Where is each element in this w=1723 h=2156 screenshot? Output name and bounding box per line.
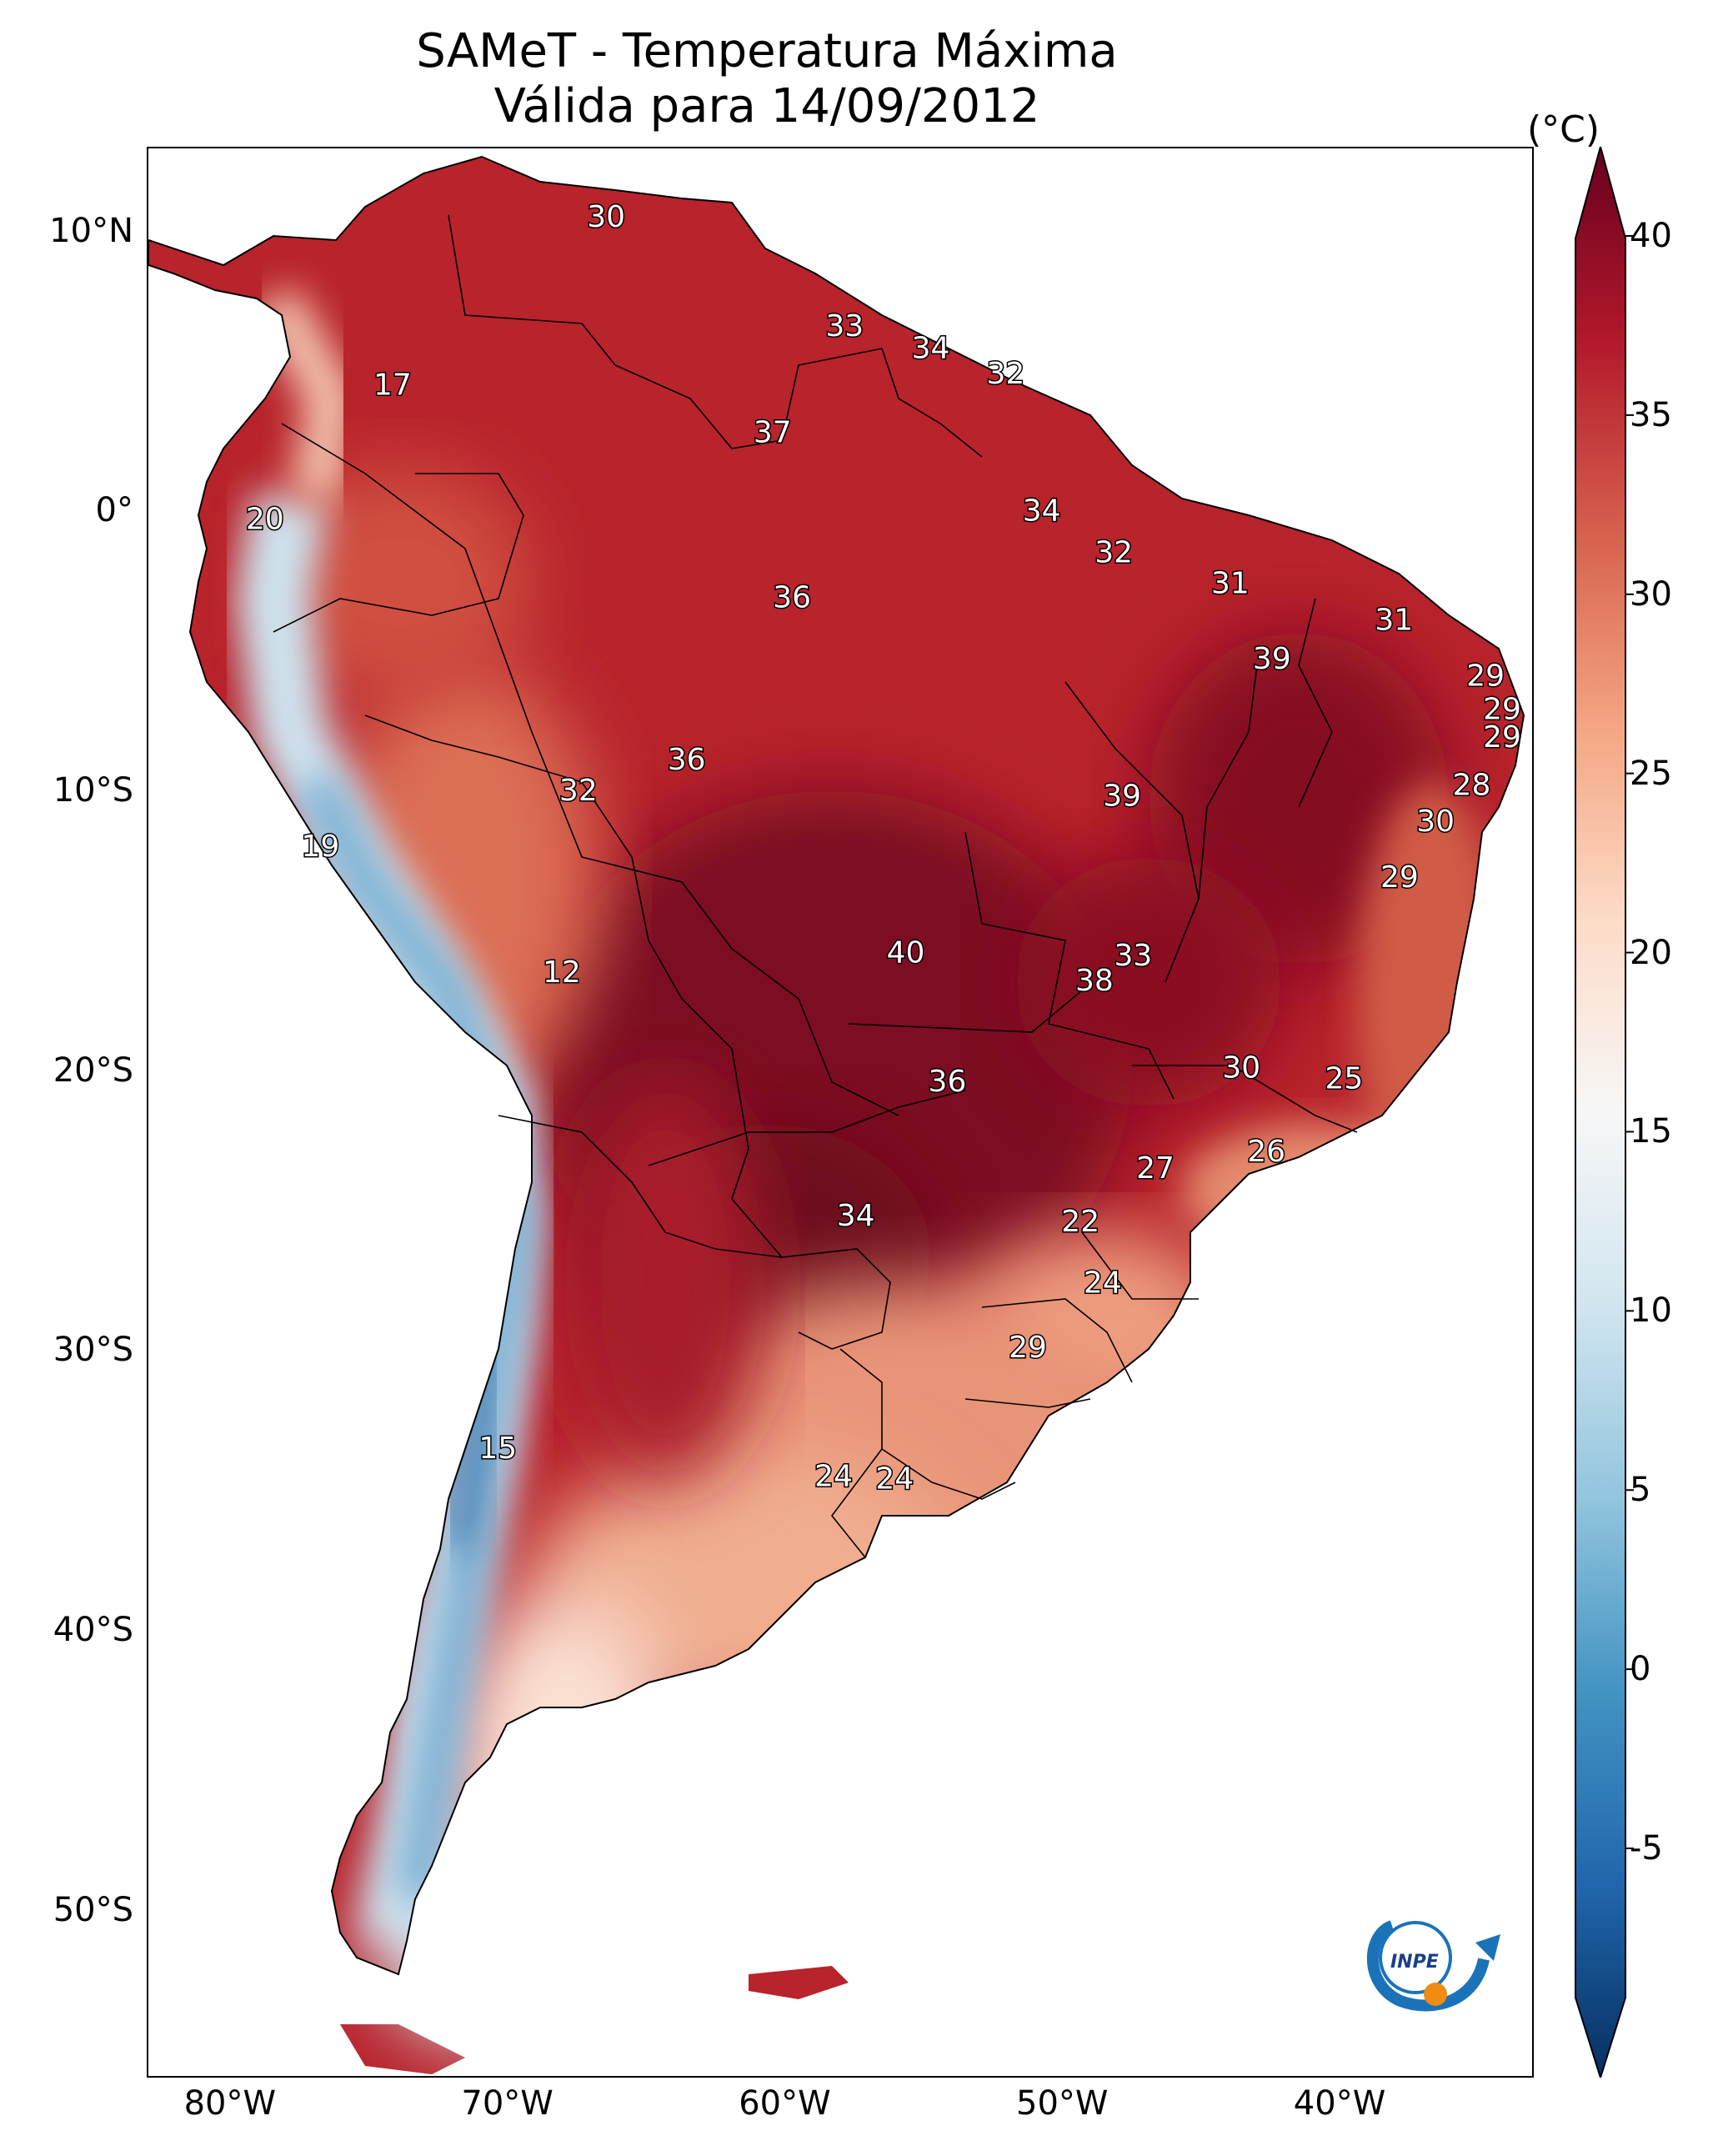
temperature-label: 19 <box>301 830 339 864</box>
temperature-label: 40 <box>887 936 925 970</box>
lat-tick-label: 10°N <box>49 211 133 250</box>
temperature-label: 36 <box>773 580 811 614</box>
colorbar-tick-label: 25 <box>1630 754 1672 793</box>
temperature-label: 34 <box>912 332 950 366</box>
temperature-label: 29 <box>1483 693 1521 727</box>
map-title: SAMeT - Temperatura Máxima <box>416 24 1118 78</box>
temperature-label: 31 <box>1211 567 1250 601</box>
temperature-label: 26 <box>1247 1135 1285 1169</box>
lat-tick-label: 20°S <box>53 1050 133 1090</box>
temperature-label: 25 <box>1325 1062 1363 1096</box>
colorbar-gradient <box>1575 147 1626 2078</box>
temperature-label: 32 <box>559 774 598 808</box>
temperature-label: 36 <box>929 1065 967 1099</box>
lat-tick-label: 50°S <box>53 1890 133 1929</box>
colorbar-tick-label: 5 <box>1630 1471 1651 1510</box>
temperature-label: 30 <box>1416 805 1455 839</box>
colorbar-tick-label: 35 <box>1630 395 1672 434</box>
temperature-label: 15 <box>478 1431 517 1466</box>
inpe-logo: INPE <box>1366 1920 1500 2012</box>
temperature-label: 39 <box>1253 642 1291 676</box>
colorbar-tick-label: 40 <box>1630 217 1672 255</box>
temperature-label: 39 <box>1103 780 1141 814</box>
map-subtitle: Válida para 14/09/2012 <box>493 79 1040 133</box>
map-frame: 30 17 33 34 32 37 20 34 32 31 36 31 39 29 29 29 36 28 32 39… <box>147 147 1534 2078</box>
temperature-label: 33 <box>1114 939 1153 973</box>
colorbar <box>1575 147 1634 2078</box>
lat-tick-label: 30°S <box>53 1331 133 1370</box>
lon-tick-label: 80°W <box>183 2084 277 2123</box>
colorbar-tick-marks <box>1625 235 1634 1849</box>
temperature-label: 38 <box>1075 964 1114 998</box>
temperature-label: 36 <box>668 743 706 777</box>
coastline <box>148 155 1525 1976</box>
temperature-label: 24 <box>1084 1266 1122 1301</box>
temperature-label: 12 <box>543 955 581 990</box>
temperature-field <box>148 157 1524 2074</box>
lon-tick-label: 40°W <box>1293 2084 1386 2123</box>
temperature-label: 30 <box>1222 1050 1260 1085</box>
temperature-label: 30 <box>587 200 625 234</box>
colorbar-tick-label: 30 <box>1630 574 1672 614</box>
temperature-label: 29 <box>1466 659 1505 693</box>
temperature-label: 24 <box>814 1459 853 1493</box>
colorbar-tick-label: 20 <box>1630 933 1672 972</box>
temperature-label: 24 <box>875 1462 914 1497</box>
temperature-label: 33 <box>825 309 864 343</box>
logo-text: INPE <box>1390 1952 1439 1973</box>
colorbar-tick-label: 10 <box>1630 1291 1672 1331</box>
temperature-label: 27 <box>1136 1151 1175 1186</box>
colorbar-tick-label: -5 <box>1630 1829 1663 1868</box>
temperature-label: 17 <box>373 368 412 402</box>
country-borders <box>273 214 1358 1558</box>
temperature-label: 34 <box>1023 494 1061 528</box>
temperature-label: 29 <box>1380 860 1419 895</box>
temperature-label: 29 <box>1483 720 1521 755</box>
colorbar-tick-label: 0 <box>1630 1650 1651 1689</box>
temperature-label: 28 <box>1453 768 1491 802</box>
temperature-label: 37 <box>754 415 792 449</box>
temperature-label: 34 <box>837 1199 875 1233</box>
temperature-label: 22 <box>1061 1205 1099 1239</box>
temperature-label: 20 <box>246 502 284 536</box>
temperature-label: 32 <box>1094 536 1133 570</box>
temperature-label: 29 <box>1009 1331 1047 1365</box>
lat-tick-label: 10°S <box>53 771 133 810</box>
colorbar-unit: (°C) <box>1527 108 1600 151</box>
colorbar-tick-label: 15 <box>1630 1112 1672 1151</box>
temperature-label: 32 <box>986 357 1024 391</box>
temperature-label: 31 <box>1375 603 1413 637</box>
lon-tick-label: 70°W <box>461 2084 553 2123</box>
lon-tick-label: 50°W <box>1016 2084 1109 2123</box>
lat-tick-label: 0° <box>95 491 133 530</box>
lat-tick-label: 40°S <box>53 1610 133 1649</box>
lon-tick-label: 60°W <box>739 2084 831 2123</box>
